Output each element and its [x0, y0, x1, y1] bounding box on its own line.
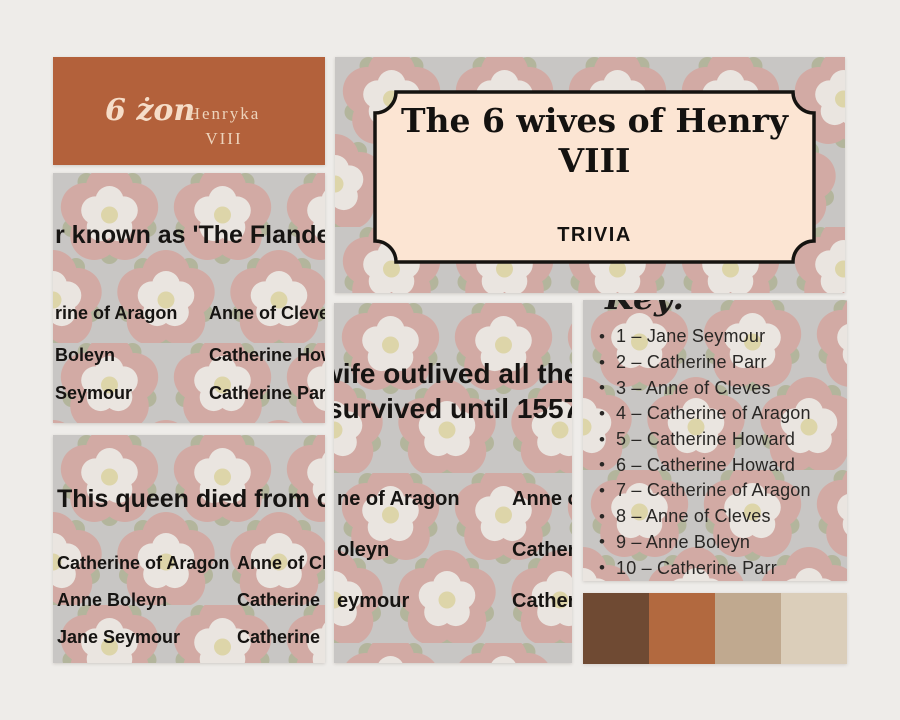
question-panel-cancer: This queen died from cancer Catherine of… — [53, 435, 325, 663]
palette-swatch — [649, 593, 715, 664]
color-palette — [583, 593, 847, 664]
key-item-text: 2 – Catherine Parr — [616, 352, 767, 373]
brand-name-line1: Henryka — [187, 104, 261, 123]
page-subtitle: TRIVIA — [557, 224, 632, 246]
option: oleyn — [337, 539, 390, 561]
key-item-text: 6 – Catherine Howard — [616, 454, 796, 475]
key-item: • 4 – Catherine of Aragon — [599, 401, 843, 427]
bullet-icon: • — [599, 480, 606, 500]
bullet-icon: • — [599, 429, 606, 449]
option: Catherine Parr — [512, 590, 572, 612]
title-panel: The 6 wives of Henry VIII TRIVIA — [335, 57, 845, 293]
question-text: This queen died from cancer — [57, 485, 325, 513]
plaque-shape — [373, 90, 816, 264]
palette-swatch — [583, 593, 649, 664]
option: Anne Boleyn — [57, 590, 168, 610]
answer-key-list: • 1 – Jane Seymour • 2 – Catherine Parr … — [599, 324, 843, 581]
key-item: • 6 – Catherine Howard — [599, 452, 843, 478]
option: Catherine of Aragon — [57, 553, 230, 573]
bullet-icon: • — [599, 506, 606, 526]
key-item: • 3 – Anne of Cleves — [599, 375, 843, 401]
tudor-rose-pattern — [53, 435, 325, 663]
option: Catherine Howard — [512, 539, 572, 561]
option: Catherine Parr — [237, 627, 325, 647]
answer-key-panel: Key: • 1 – Jane Seymour • 2 – Catherine … — [583, 300, 847, 581]
question-text-line1: wife outlived all the — [334, 358, 572, 389]
tudor-rose-pattern — [53, 173, 325, 423]
bullet-icon: • — [599, 352, 606, 372]
key-item-text: 8 – Anne of Cleves — [616, 506, 771, 527]
page-title-line1: The 6 wives of Henry — [400, 101, 789, 140]
bullet-icon: • — [599, 558, 606, 578]
key-item-text: 3 – Anne of Cleves — [616, 377, 771, 398]
palette-swatch — [781, 593, 847, 664]
question-text-line2: survived until 1557 — [334, 393, 572, 424]
option: Seymour — [55, 383, 133, 403]
key-item: • 9 – Anne Boleyn — [599, 530, 843, 556]
answer-key-title: Key: — [605, 300, 685, 317]
title-plaque — [373, 90, 816, 264]
option: Catherine Howard — [237, 590, 325, 610]
key-item: • 10 – Catherine Parr — [599, 555, 843, 581]
bullet-icon: • — [599, 455, 606, 475]
bullet-icon: • — [599, 532, 606, 552]
option: Anne of Cleves — [512, 488, 572, 510]
option: Anne of Cleves — [237, 553, 325, 573]
brand-name: Henryka VIII — [181, 101, 267, 151]
key-item-text: 5 – Catherine Howard — [616, 429, 796, 450]
tudor-rose-pattern — [583, 300, 847, 581]
page-title-line2: VIII — [558, 141, 631, 180]
brand-card: 6 żon Henryka VIII — [53, 57, 325, 165]
bullet-icon: • — [599, 403, 606, 423]
option: eymour — [337, 590, 410, 612]
key-item-text: 10 – Catherine Parr — [616, 557, 777, 578]
key-item-text: 1 – Jane Seymour — [616, 326, 766, 347]
tudor-rose-pattern — [334, 303, 572, 663]
palette-swatch — [715, 593, 781, 664]
bullet-icon: • — [599, 326, 606, 346]
key-item: • 2 – Catherine Parr — [599, 350, 843, 376]
bullet-icon: • — [599, 378, 606, 398]
key-item: • 8 – Anne of Cleves — [599, 504, 843, 530]
page-title: The 6 wives of Henry VIII — [372, 101, 817, 181]
option: ne of Aragon — [337, 488, 460, 510]
key-item: • 7 – Catherine of Aragon — [599, 478, 843, 504]
key-item-text: 7 – Catherine of Aragon — [616, 480, 811, 501]
option: Catherine Parr — [209, 383, 325, 403]
key-item-text: 9 – Anne Boleyn — [616, 531, 751, 552]
question-panel-outlived: wife outlived all the survived until 155… — [334, 303, 572, 663]
key-item-text: 4 – Catherine of Aragon — [616, 403, 811, 424]
option: Jane Seymour — [57, 627, 181, 647]
brand-name-line2: VIII — [205, 129, 243, 148]
option: Catherine Howard — [209, 345, 325, 365]
option: Anne of Cleves — [209, 303, 325, 323]
option: rine of Aragon — [55, 303, 178, 323]
key-item: • 1 – Jane Seymour — [599, 324, 843, 350]
option: Boleyn — [55, 345, 116, 365]
key-item: • 5 – Catherine Howard — [599, 427, 843, 453]
brand-script-title: 6 żon — [105, 93, 196, 128]
